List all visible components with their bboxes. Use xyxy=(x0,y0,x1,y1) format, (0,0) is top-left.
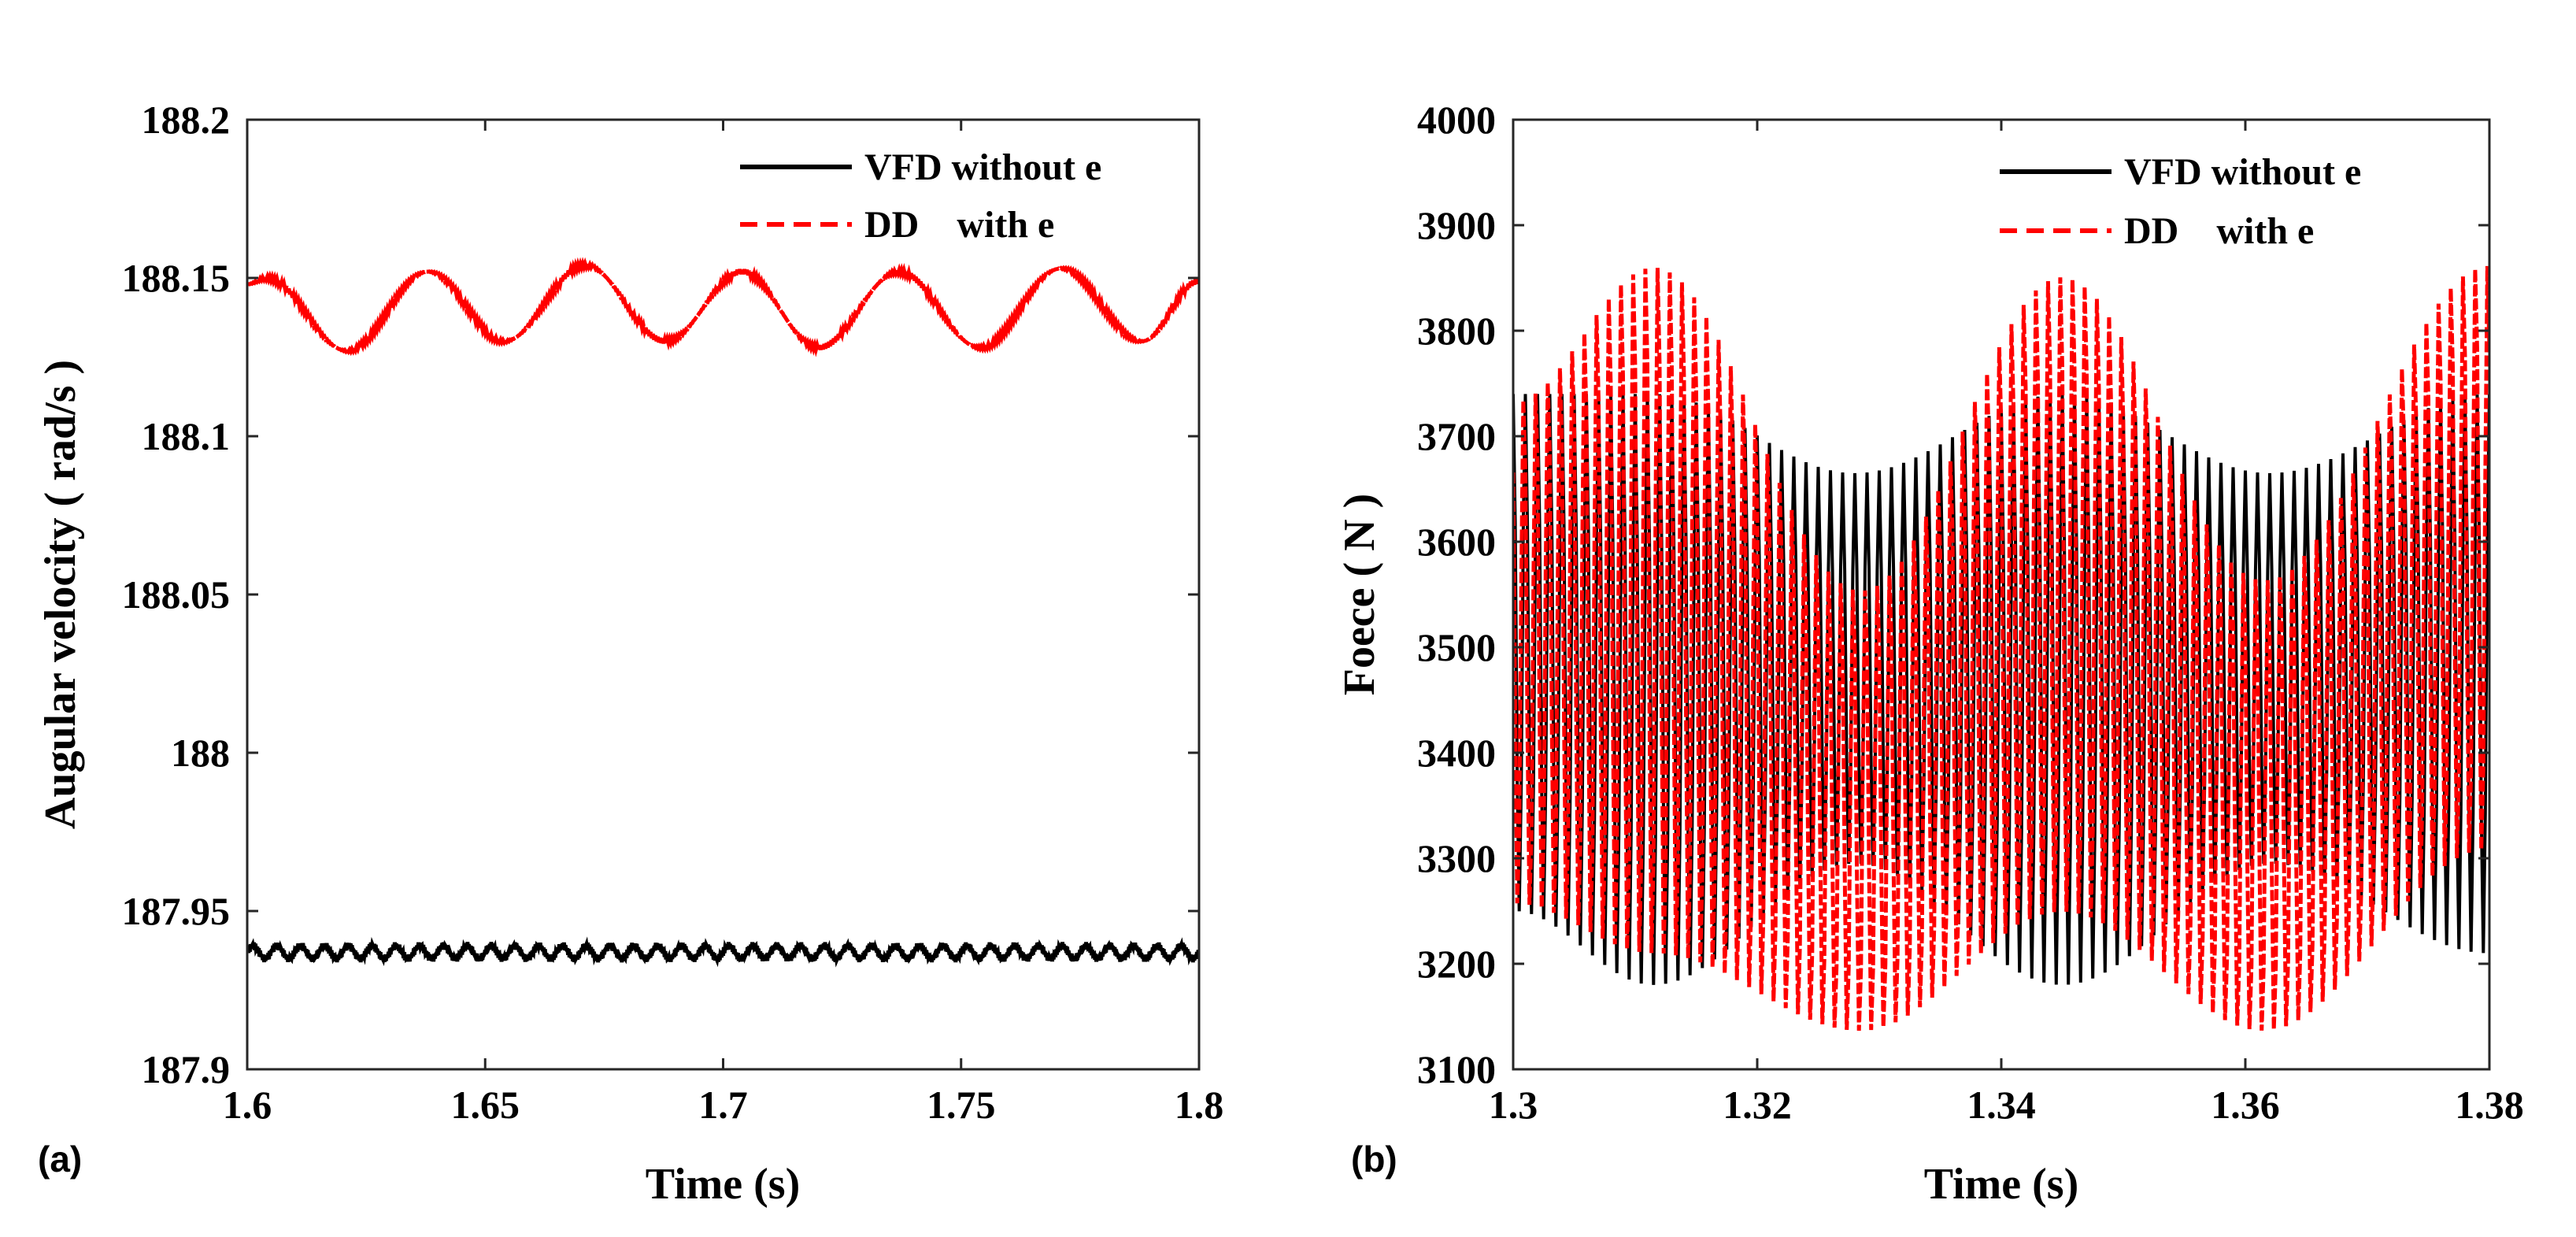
chart-b-y-tick-label: 3400 xyxy=(1417,731,1496,775)
chart-b: 1.3 1.32 1.34 1.36 1.38 3100 3200 3300 3400 3500 3… xyxy=(1335,98,2524,1209)
chart-a-y-tick-label: 188.1 xyxy=(142,414,231,458)
chart-b-y-tick-label: 3500 xyxy=(1417,625,1496,669)
chart-a-panel-label: (a) xyxy=(38,1139,82,1180)
chart-b-x-tick-label: 1.38 xyxy=(2455,1083,2524,1127)
chart-b-x-tick-label: 1.3 xyxy=(1489,1083,1538,1127)
chart-a-y-tick-label: 188 xyxy=(171,731,230,775)
chart-a-legend: VFD without e DD with e xyxy=(740,146,1101,246)
chart-b-y-tick-label: 3300 xyxy=(1417,836,1496,880)
chart-b-y-tick-label: 4000 xyxy=(1417,98,1496,142)
chart-b-legend-label-vfd: VFD without e xyxy=(2124,151,2361,193)
chart-a-x-tick-label: 1.7 xyxy=(698,1083,748,1127)
chart-b-ticks: 1.3 1.32 1.34 1.36 1.38 3100 3200 3300 3400 3500 3… xyxy=(1417,98,2524,1127)
chart-b-legend: VFD without e DD with e xyxy=(2000,151,2361,252)
chart-a-x-tick-label: 1.8 xyxy=(1175,1083,1224,1127)
chart-a-y-tick-label: 187.9 xyxy=(142,1047,231,1091)
chart-a-plot-area xyxy=(247,120,1199,1069)
chart-a-y-tick-label: 187.95 xyxy=(122,889,231,933)
chart-b-x-axis-label: Time (s) xyxy=(1924,1160,2079,1209)
chart-a-y-tick-label: 188.05 xyxy=(122,572,231,617)
chart-b-legend-label-dd: DD with e xyxy=(2124,210,2314,252)
chart-a-series-vfd-line xyxy=(247,936,1199,968)
chart-b-panel-label: (b) xyxy=(1351,1139,1397,1180)
chart-b-y-tick-label: 3700 xyxy=(1417,414,1496,458)
chart-a-x-tick-label: 1.6 xyxy=(223,1083,272,1127)
chart-a-x-axis-label: Time (s) xyxy=(646,1160,801,1209)
chart-a-series-dd-line xyxy=(247,257,1199,358)
chart-a-y-tick-label: 188.2 xyxy=(142,98,231,142)
chart-b-x-tick-label: 1.34 xyxy=(1967,1083,2036,1127)
chart-b-y-tick-label: 3100 xyxy=(1417,1047,1496,1091)
chart-a: 1.6 1.65 1.7 1.75 1.8 187.9 187.95 188 188.05 188… xyxy=(36,98,1223,1209)
chart-b-x-tick-label: 1.32 xyxy=(1723,1083,1792,1127)
chart-a-legend-label-dd: DD with e xyxy=(864,204,1054,246)
chart-a-series-group xyxy=(247,257,1199,968)
chart-b-series-group xyxy=(1513,265,2489,1031)
chart-a-x-tick-label: 1.75 xyxy=(927,1083,996,1127)
chart-b-y-axis-label: Foece ( N ) xyxy=(1335,494,1384,696)
chart-a-ticks: 1.6 1.65 1.7 1.75 1.8 187.9 187.95 188 188.05 188… xyxy=(122,98,1224,1127)
chart-a-y-axis-label: Augular velocity ( rad/s ) xyxy=(36,360,85,829)
chart-b-y-tick-label: 3800 xyxy=(1417,309,1496,353)
chart-b-y-tick-label: 3600 xyxy=(1417,520,1496,564)
chart-a-x-tick-label: 1.65 xyxy=(451,1083,520,1127)
chart-b-series-dd-line xyxy=(1513,265,2489,1031)
chart-b-y-tick-label: 3200 xyxy=(1417,942,1496,986)
chart-a-legend-label-vfd: VFD without e xyxy=(864,146,1101,188)
chart-a-y-tick-label: 188.15 xyxy=(122,256,231,300)
chart-b-y-tick-label: 3900 xyxy=(1417,203,1496,247)
chart-b-x-tick-label: 1.36 xyxy=(2211,1083,2280,1127)
